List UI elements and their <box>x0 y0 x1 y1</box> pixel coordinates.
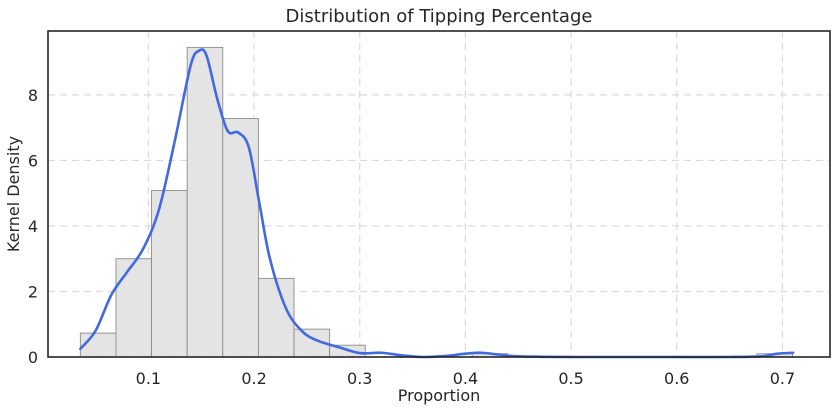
y-axis-ticks: 0 2 4 6 8 <box>28 86 38 367</box>
histogram-bar <box>186 46 224 358</box>
x-tick-label: 0.7 <box>770 369 795 388</box>
histogram-bar <box>257 277 295 358</box>
x-axis-ticks: 0.1 0.2 0.3 0.4 0.5 0.6 0.7 <box>136 369 796 388</box>
y-axis-label: Kernel Density <box>4 136 23 252</box>
y-tick-label: 2 <box>28 282 38 301</box>
x-tick-label: 0.5 <box>558 369 583 388</box>
histogram-bar <box>222 118 259 358</box>
y-tick-label: 6 <box>28 151 38 170</box>
x-tick-label: 0.6 <box>664 369 689 388</box>
histogram-bars <box>79 46 794 358</box>
x-tick-label: 0.2 <box>241 369 266 388</box>
plot-frame <box>47 30 831 358</box>
x-axis-label: Proportion <box>398 386 481 405</box>
histogram-bar <box>115 258 153 358</box>
y-tick-label: 0 <box>28 348 38 367</box>
y-tick-label: 8 <box>28 86 38 105</box>
chart-title: Distribution of Tipping Percentage <box>286 6 593 27</box>
x-tick-label: 0.1 <box>136 369 161 388</box>
x-tick-label: 0.4 <box>453 369 478 388</box>
y-tick-label: 4 <box>28 217 38 236</box>
x-tick-label: 0.3 <box>347 369 372 388</box>
